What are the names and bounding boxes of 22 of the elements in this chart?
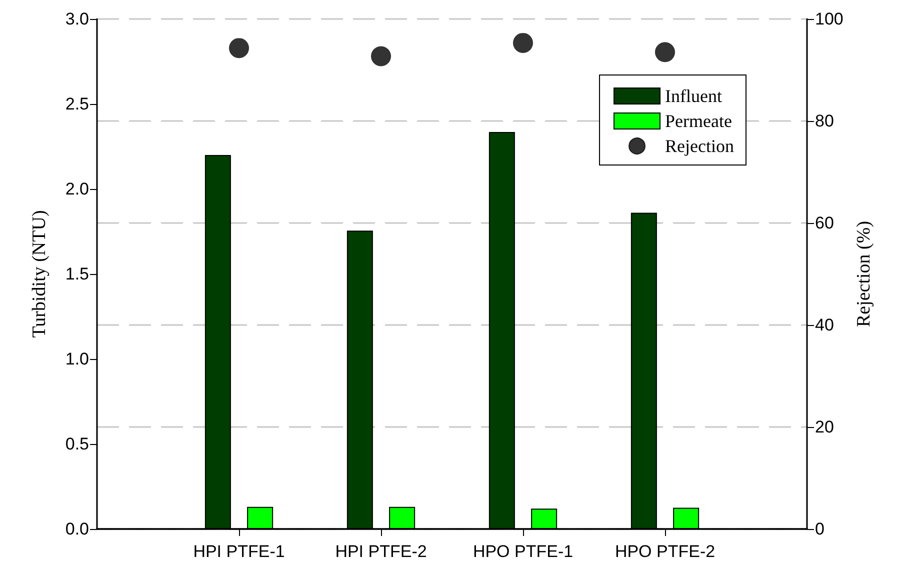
y2-axis-title: Rejection (%) — [853, 220, 874, 328]
x-tick-label: HPI PTFE-2 — [335, 542, 427, 561]
y2-tick-label: 80 — [815, 112, 834, 130]
y2-tick-label: 60 — [815, 214, 834, 232]
legend-label: Rejection — [665, 136, 734, 156]
y2-tick-label: 40 — [815, 316, 834, 334]
y-tick-label: 2.5 — [65, 94, 89, 114]
y-tick-label: 0.0 — [65, 520, 89, 538]
x-tick-label: HPI PTFE-1 — [193, 542, 285, 561]
legend-label: Permeate — [665, 111, 732, 131]
y2-tick-label: 0 — [815, 520, 824, 538]
x-tick-label: HPO PTFE-2 — [614, 542, 716, 561]
y2-tick-label: 20 — [815, 418, 834, 436]
x-tick-label: HPO PTFE-1 — [472, 542, 574, 561]
y-tick-label: 0.5 — [65, 434, 89, 454]
y-tick-label: 1.0 — [65, 350, 89, 368]
y2-tick-label: 100 — [815, 10, 844, 28]
legend-label: Influent — [665, 86, 722, 106]
y-tick-label: 1.5 — [65, 264, 89, 284]
y-axis-title: Turbidity (NTU) — [29, 210, 50, 338]
y-tick-label: 3.0 — [65, 10, 89, 28]
y-tick-label: 2.0 — [65, 180, 89, 198]
